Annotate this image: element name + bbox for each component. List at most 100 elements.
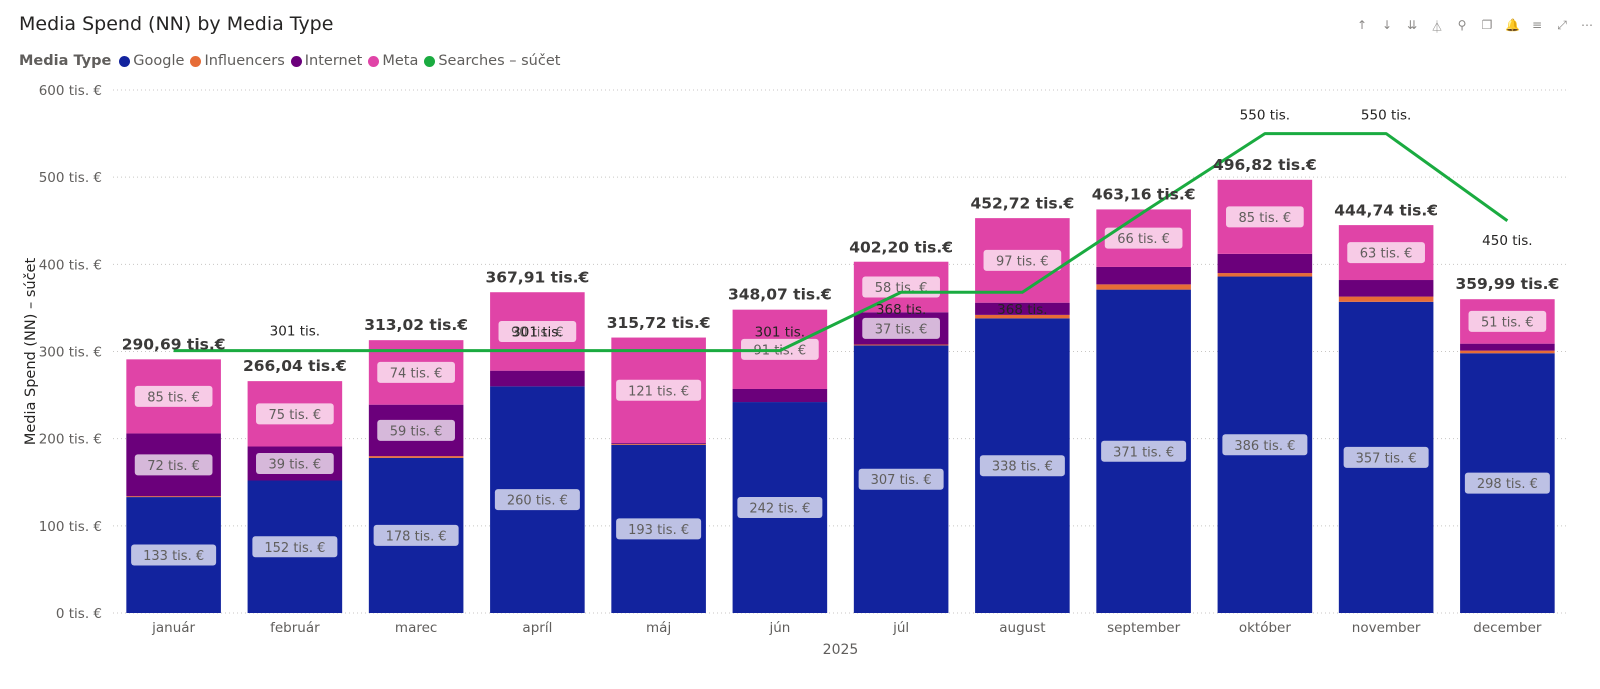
data-label-bg-google xyxy=(1222,434,1308,456)
y-axis-title: Media Spend (NN) – súčet xyxy=(23,258,39,446)
data-label-bg-google xyxy=(858,468,944,490)
data-label-bg-google xyxy=(373,524,459,546)
bar-internet xyxy=(732,388,828,403)
data-label-bg-meta xyxy=(134,385,213,407)
data-label-google: 386 tis. € xyxy=(1234,439,1295,454)
expand-hierarchy-icon[interactable]: ⏃ xyxy=(1430,20,1443,34)
y-tick-label: 200 tis. € xyxy=(39,432,102,448)
data-label-bg-meta xyxy=(498,320,577,342)
bar-influencers xyxy=(853,344,949,346)
data-label-meta: 85 tis. € xyxy=(1239,211,1292,226)
data-label-bg-google xyxy=(1464,472,1550,494)
data-label-bg-meta xyxy=(1104,227,1183,249)
data-label-bg-google xyxy=(131,544,217,566)
legend-marker-google xyxy=(119,55,131,67)
arrow-up-icon[interactable]: ↑ xyxy=(1356,18,1368,32)
data-label-meta: 121 tis. € xyxy=(628,384,689,399)
data-label-bg-internet xyxy=(862,317,940,339)
data-label-bg-google xyxy=(1101,440,1187,462)
arrow-down-icon[interactable]: ↓ xyxy=(1381,18,1393,32)
line-data-label: 450 tis. xyxy=(1482,233,1532,249)
data-label-bg-google xyxy=(494,489,580,511)
data-label-bg-meta xyxy=(1468,310,1547,332)
data-label-google: 298 tis. € xyxy=(1477,477,1538,492)
legend-item-internet[interactable]: Internet xyxy=(290,53,363,69)
data-label-bg-meta xyxy=(616,379,702,401)
legend-item-influencers[interactable]: Influencers xyxy=(190,53,285,69)
data-label-bg-google xyxy=(1343,446,1429,468)
data-label-meta: 66 tis. € xyxy=(1117,232,1170,247)
focus-mode-icon[interactable]: ⤢ xyxy=(1557,18,1567,32)
data-label-bg-google xyxy=(737,497,823,519)
legend-label-influencers: Influencers xyxy=(204,53,285,69)
legend-marker-influencers xyxy=(190,55,202,67)
bar-influencers xyxy=(126,496,221,498)
bar-influencers xyxy=(368,456,464,458)
data-label-google: 178 tis. € xyxy=(386,529,447,544)
data-label-meta: 85 tis. € xyxy=(147,390,200,405)
x-tick-label: november xyxy=(1352,620,1421,636)
data-label-google: 133 tis. € xyxy=(143,549,204,564)
data-label-internet: 72 tis. € xyxy=(147,459,200,474)
data-label-meta: 74 tis. € xyxy=(390,366,443,381)
total-label: 496,82 tis.€ xyxy=(1213,156,1317,174)
line-data-label: 301 tis. xyxy=(512,325,562,341)
total-label: 266,04 tis.€ xyxy=(243,357,347,375)
total-label: 452,72 tis.€ xyxy=(970,194,1074,212)
data-label-internet: 59 tis. € xyxy=(390,424,443,439)
y-tick-label: 600 tis. € xyxy=(39,83,102,99)
x-tick-label: marec xyxy=(395,620,437,636)
bell-icon[interactable]: 🔔 xyxy=(1505,18,1520,32)
double-arrow-down-icon[interactable]: ⇊ xyxy=(1406,18,1418,32)
total-label: 290,69 tis.€ xyxy=(122,336,226,354)
y-tick-label: 300 tis. € xyxy=(39,345,102,361)
bar-influencers xyxy=(611,443,706,445)
data-label-google: 307 tis. € xyxy=(871,473,932,488)
total-label: 402,20 tis.€ xyxy=(849,238,953,256)
data-label-google: 338 tis. € xyxy=(992,460,1053,475)
data-label-meta: 75 tis. € xyxy=(269,408,322,423)
legend-marker-internet xyxy=(290,55,302,67)
more-options-icon[interactable]: ⋯ xyxy=(1581,18,1593,32)
x-tick-label: január xyxy=(151,620,195,636)
legend-item-meta[interactable]: Meta xyxy=(368,53,418,69)
data-label-bg-meta xyxy=(377,361,455,383)
total-label: 313,02 tis.€ xyxy=(364,316,468,334)
data-label-bg-meta xyxy=(1347,242,1425,264)
bar-internet xyxy=(1460,343,1555,351)
chart-title: Media Spend (NN) by Media Type xyxy=(19,13,334,35)
total-label: 348,07 tis.€ xyxy=(728,286,832,304)
line-data-label: 550 tis. xyxy=(1361,108,1411,124)
filter-icon[interactable]: ≡ xyxy=(1531,18,1543,32)
legend-marker-searches xyxy=(424,55,436,67)
pin-icon[interactable]: ⚲ xyxy=(1457,18,1467,32)
data-label-bg-meta xyxy=(983,249,1062,271)
data-label-bg-internet xyxy=(134,454,213,476)
data-label-google: 260 tis. € xyxy=(507,494,568,509)
y-tick-label: 500 tis. € xyxy=(39,170,102,186)
bar-internet xyxy=(490,370,585,387)
legend-label-internet: Internet xyxy=(304,53,363,69)
legend-item-google[interactable]: Google xyxy=(119,53,184,69)
y-tick-label: 0 tis. € xyxy=(56,606,102,622)
bar-internet xyxy=(611,443,706,444)
data-label-internet: 37 tis. € xyxy=(875,322,928,337)
x-tick-label: apríl xyxy=(522,620,552,636)
legend-item-searches[interactable]: Searches – súčet xyxy=(424,53,560,69)
data-label-bg-internet xyxy=(377,419,455,441)
legend: Media Type Google Influencers Internet M… xyxy=(19,53,566,69)
x-tick-label: august xyxy=(999,620,1045,636)
bar-influencers xyxy=(1460,350,1555,354)
data-label-google: 371 tis. € xyxy=(1113,445,1174,460)
data-label-meta: 97 tis. € xyxy=(996,254,1049,269)
copy-icon[interactable]: ❐ xyxy=(1481,18,1493,32)
bar-internet xyxy=(1217,253,1313,274)
legend-marker-meta xyxy=(368,55,380,67)
data-label-meta: 63 tis. € xyxy=(1360,247,1413,262)
line-data-label: 550 tis. xyxy=(1240,108,1290,124)
data-label-google: 193 tis. € xyxy=(628,523,689,538)
x-tick-label: máj xyxy=(646,620,671,636)
x-tick-label: júl xyxy=(892,620,909,636)
legend-title: Media Type xyxy=(19,53,112,69)
data-label-google: 357 tis. € xyxy=(1356,451,1417,466)
